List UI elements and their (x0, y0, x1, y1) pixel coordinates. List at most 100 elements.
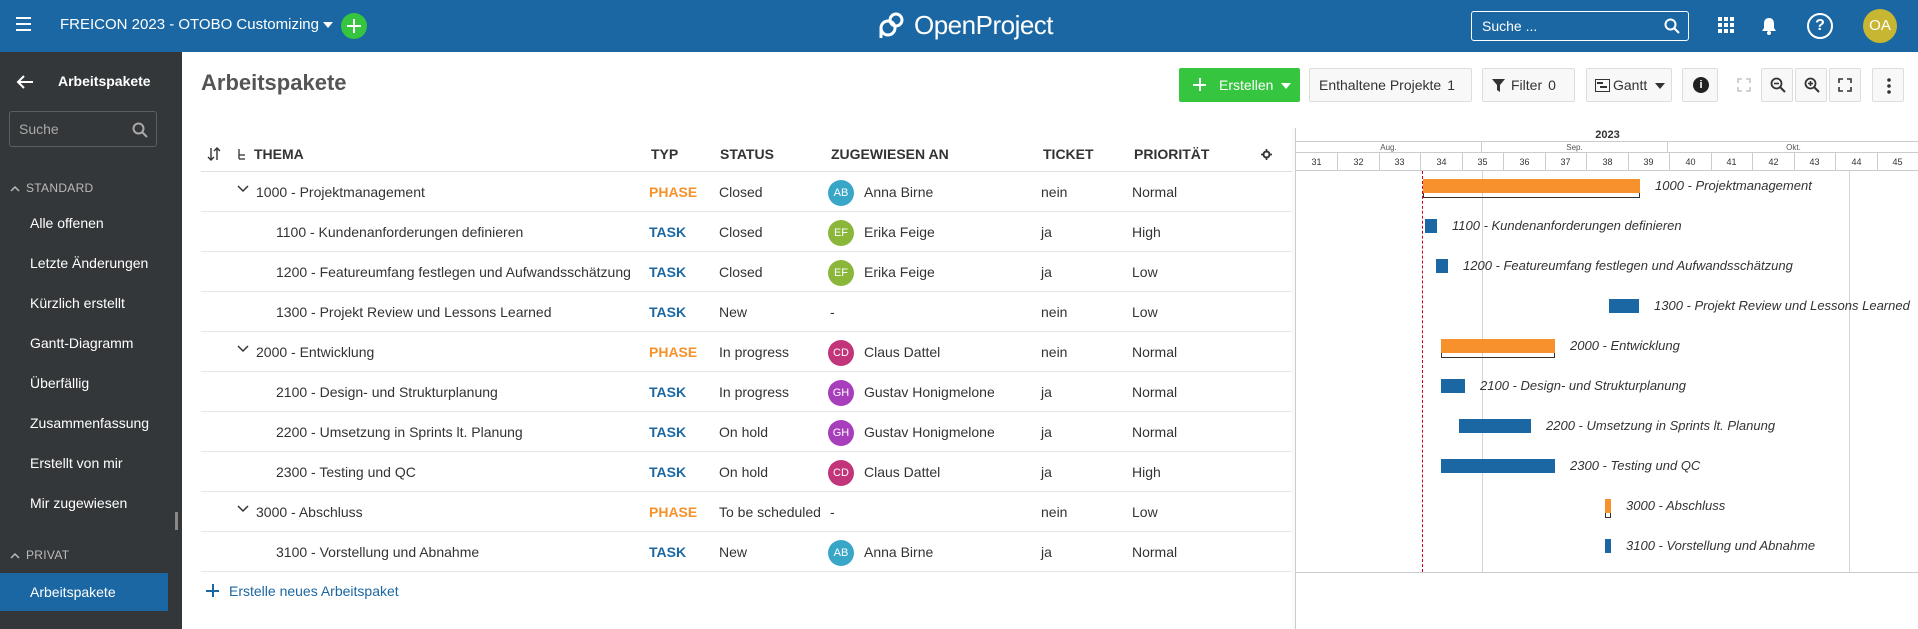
cell-subject[interactable]: 1000 - Projektmanagement (256, 184, 425, 200)
search-icon[interactable] (132, 122, 148, 138)
gantt-task-bar[interactable] (1441, 379, 1465, 393)
cell-status[interactable]: New (719, 544, 748, 560)
cell-type[interactable]: TASK (649, 264, 687, 280)
gantt-phase-bar[interactable] (1605, 499, 1611, 513)
help-icon[interactable]: ? (1807, 13, 1833, 39)
cell-status[interactable]: Closed (719, 264, 763, 280)
caret-down-icon[interactable] (1281, 83, 1291, 89)
chevron-down-icon[interactable] (237, 505, 249, 513)
section-standard[interactable]: STANDARD (10, 181, 94, 195)
column-typ[interactable]: TYP (651, 146, 679, 162)
create-new-work-package-link[interactable]: Erstelle neues Arbeitspaket (206, 583, 399, 599)
gantt-task-bar[interactable] (1459, 419, 1531, 433)
cell-priority[interactable]: Low (1132, 504, 1158, 520)
cell-subject[interactable]: 1300 - Projekt Review und Lessons Learne… (276, 304, 552, 320)
cell-subject[interactable]: 2100 - Design- und Strukturplanung (276, 384, 498, 400)
gantt-task-bar[interactable] (1605, 539, 1611, 553)
filter-button[interactable]: Filter 0 (1482, 68, 1575, 102)
sidebar-item-letzte-aenderungen[interactable]: Letzte Änderungen (30, 255, 149, 271)
gantt-task-bar[interactable] (1441, 459, 1555, 473)
sidebar-item-arbeitspakete[interactable]: Arbeitspakete (0, 573, 168, 611)
table-row[interactable]: 2200 - Umsetzung in Sprints lt. Planung T… (201, 412, 1292, 452)
cell-ticket[interactable]: ja (1041, 544, 1052, 560)
gantt-phase-bar[interactable] (1423, 179, 1640, 193)
search-icon[interactable] (1664, 18, 1680, 34)
cell-subject[interactable]: 3100 - Vorstellung und Abnahme (276, 544, 480, 560)
cell-status[interactable]: Closed (719, 184, 763, 200)
zoom-out-button[interactable] (1761, 68, 1793, 102)
cell-type[interactable]: PHASE (649, 344, 698, 360)
cell-priority[interactable]: Normal (1132, 184, 1178, 200)
cell-priority[interactable]: Normal (1132, 424, 1178, 440)
sidebar-item-zusammenfassung[interactable]: Zusammenfassung (30, 415, 150, 431)
sidebar-back[interactable]: Arbeitspakete (0, 70, 182, 94)
cell-status[interactable]: On hold (719, 424, 769, 440)
cell-type[interactable]: PHASE (649, 184, 698, 200)
subprojects-button[interactable]: Enthaltene Projekte 1 (1309, 68, 1472, 102)
cell-assignee[interactable]: Claus Dattel (864, 344, 941, 360)
table-row[interactable]: 2000 - Entwicklung PHASE In progress CD Clau… (201, 332, 1292, 372)
global-search-input[interactable] (1472, 12, 1652, 40)
cell-subject[interactable]: 2200 - Umsetzung in Sprints lt. Planung (276, 424, 523, 440)
sidebar-scrollbar[interactable] (175, 512, 178, 530)
gantt-task-bar[interactable] (1609, 299, 1639, 313)
cell-assignee[interactable]: - (830, 504, 835, 520)
cell-priority[interactable]: Normal (1132, 344, 1178, 360)
sidebar-item-gantt-diagramm[interactable]: Gantt-Diagramm (30, 335, 134, 351)
cell-assignee[interactable]: Anna Birne (864, 544, 934, 560)
arrow-left-icon[interactable] (16, 74, 34, 90)
cell-subject[interactable]: 1200 - Featureumfang festlegen und Aufwa… (276, 264, 631, 280)
cell-type[interactable]: TASK (649, 464, 687, 480)
cell-priority[interactable]: Normal (1132, 544, 1178, 560)
cell-status[interactable]: To be scheduled (719, 504, 821, 520)
sort-icon[interactable] (207, 147, 221, 161)
cell-subject[interactable]: 2000 - Entwicklung (256, 344, 375, 360)
table-row[interactable]: 1100 - Kundenanforderungen definieren TAS… (201, 212, 1292, 252)
cell-priority[interactable]: High (1132, 464, 1161, 480)
cell-assignee[interactable]: Erika Feige (864, 264, 935, 280)
cell-ticket[interactable]: ja (1041, 424, 1052, 440)
cell-ticket[interactable]: ja (1041, 384, 1052, 400)
cell-subject[interactable]: 3000 - Abschluss (256, 504, 363, 520)
cell-subject[interactable]: 2300 - Testing und QC (276, 464, 416, 480)
settings-gear-icon[interactable] (1261, 149, 1272, 160)
bell-icon[interactable] (1760, 16, 1778, 36)
cell-subject[interactable]: 1100 - Kundenanforderungen definieren (276, 224, 524, 240)
table-row[interactable]: 1200 - Featureumfang festlegen und Aufwa… (201, 252, 1292, 292)
cell-assignee[interactable]: Claus Dattel (864, 464, 941, 480)
cell-ticket[interactable]: ja (1041, 224, 1052, 240)
cell-priority[interactable]: High (1132, 224, 1161, 240)
hierarchy-icon[interactable] (237, 148, 247, 162)
zoom-in-button[interactable] (1795, 68, 1827, 102)
global-search[interactable] (1471, 11, 1689, 41)
cell-type[interactable]: PHASE (649, 504, 698, 520)
sidebar-item-alle-offenen[interactable]: Alle offenen (30, 215, 104, 231)
sidebar-search-input[interactable] (10, 112, 120, 146)
chevron-down-icon[interactable] (237, 345, 249, 353)
cell-assignee[interactable]: Gustav Honigmelone (864, 424, 995, 440)
cell-status[interactable]: In progress (719, 344, 790, 360)
cell-type[interactable]: TASK (649, 304, 687, 320)
cell-ticket[interactable]: nein (1041, 184, 1068, 200)
cell-status[interactable]: New (719, 304, 748, 320)
cell-type[interactable]: TASK (649, 424, 687, 440)
chevron-down-icon[interactable] (237, 185, 249, 193)
table-row[interactable]: 3100 - Vorstellung und Abnahme TASK New AB A… (201, 532, 1292, 572)
sidebar-item-erstellt-von-mir[interactable]: Erstellt von mir (30, 455, 123, 471)
sidebar-item-kuerzlich-erstellt[interactable]: Kürzlich erstellt (30, 295, 125, 311)
column-status[interactable]: STATUS (720, 146, 774, 162)
gantt-splitter[interactable] (1292, 128, 1295, 629)
cell-assignee[interactable]: - (830, 304, 835, 320)
cell-priority[interactable]: Low (1132, 304, 1158, 320)
table-row[interactable]: 1300 - Projekt Review und Lessons Learne… (201, 292, 1292, 332)
cell-ticket[interactable]: ja (1041, 264, 1052, 280)
project-selector[interactable]: FREICON 2023 - OTOBO Customizing (60, 16, 333, 33)
gantt-phase-bar[interactable] (1441, 339, 1555, 353)
cell-ticket[interactable]: nein (1041, 304, 1068, 320)
gantt-task-bar[interactable] (1436, 259, 1448, 273)
cell-status[interactable]: On hold (719, 464, 769, 480)
table-row[interactable]: 3000 - Abschluss PHASE To be scheduled - nei… (201, 492, 1292, 532)
cell-ticket[interactable]: nein (1041, 504, 1068, 520)
column-thema[interactable]: THEMA (254, 146, 304, 162)
fullscreen-icon[interactable] (1737, 78, 1751, 92)
